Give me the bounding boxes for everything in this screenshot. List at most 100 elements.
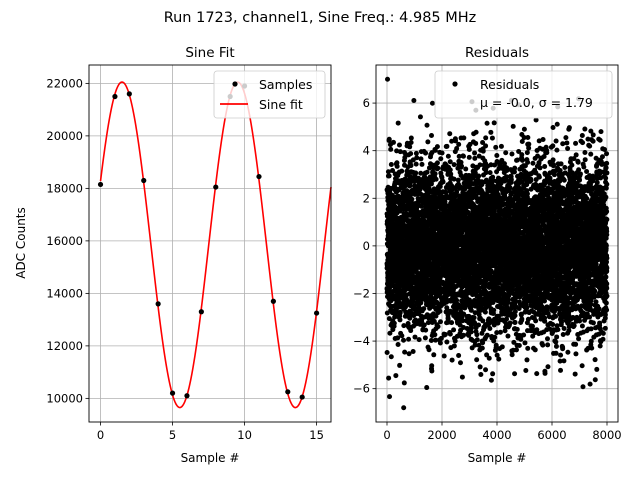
- residual-point: [442, 332, 448, 338]
- residual-point: [388, 354, 394, 360]
- residual-point: [433, 337, 439, 343]
- y-tick-label: 12000: [46, 339, 83, 353]
- residual-point: [449, 357, 455, 363]
- residual-point: [385, 169, 391, 175]
- residual-point: [432, 171, 438, 177]
- residual-point: [421, 306, 427, 312]
- residual-point: [449, 138, 455, 144]
- residual-point: [417, 114, 423, 120]
- residual-point: [384, 310, 390, 316]
- residual-point: [498, 143, 504, 149]
- residual-point: [445, 153, 451, 159]
- sample-point: [141, 177, 147, 184]
- y-tick-label: 10000: [46, 391, 83, 405]
- residual-point: [473, 129, 479, 135]
- sine-fit-samples-layer: [97, 83, 320, 400]
- residual-point: [479, 345, 485, 351]
- residual-point: [497, 329, 503, 335]
- sine-fit-curve-layer: [99, 81, 332, 409]
- sample-point: [184, 393, 190, 399]
- residual-point: [493, 144, 499, 150]
- residual-point: [395, 341, 401, 347]
- residual-point: [491, 120, 497, 126]
- sample-point: [213, 184, 219, 190]
- residual-point: [434, 160, 440, 166]
- residual-point: [397, 309, 403, 315]
- residual-point: [447, 159, 453, 165]
- residual-point: [460, 153, 466, 159]
- residual-point: [478, 372, 484, 377]
- residual-point: [414, 155, 420, 161]
- residual-point: [499, 344, 505, 350]
- residual-point: [519, 316, 525, 322]
- residual-point: [473, 140, 479, 146]
- residual-point: [407, 144, 413, 150]
- residual-point: [513, 347, 519, 353]
- residual-point: [399, 333, 405, 339]
- residual-point: [491, 307, 497, 313]
- sample-point: [270, 298, 276, 304]
- residual-point: [422, 335, 428, 341]
- residual-point: [437, 340, 443, 346]
- residual-point: [429, 100, 435, 106]
- residual-point: [435, 165, 441, 171]
- residual-point: [406, 351, 412, 357]
- sine-fit-axes-frame: [88, 64, 332, 423]
- residual-point: [391, 320, 397, 326]
- residual-point: [505, 297, 511, 303]
- residual-point: [387, 394, 393, 400]
- sine-fit-line: [99, 81, 332, 409]
- residual-point: [423, 150, 429, 156]
- residual-point: [411, 302, 417, 308]
- residual-point: [519, 152, 525, 158]
- residual-point: [393, 373, 399, 379]
- residual-point: [454, 189, 460, 195]
- residual-point: [461, 311, 467, 317]
- x-tick-label: 5: [169, 428, 176, 442]
- residual-point: [510, 123, 516, 129]
- residual-point: [423, 327, 429, 333]
- sample-point: [299, 394, 305, 400]
- sample-point: [97, 181, 104, 188]
- residual-point: [413, 170, 419, 176]
- residual-point: [486, 355, 492, 361]
- residual-point: [408, 135, 414, 141]
- sample-point: [169, 390, 176, 396]
- residual-point: [412, 334, 418, 340]
- residual-point: [475, 177, 481, 183]
- residual-point: [472, 155, 478, 161]
- residual-point: [476, 173, 482, 179]
- residual-point: [388, 162, 394, 168]
- residual-point: [472, 310, 478, 316]
- sample-point: [155, 301, 161, 307]
- residual-point: [418, 170, 424, 176]
- residual-point: [390, 139, 396, 145]
- residual-point: [456, 353, 462, 359]
- residual-point: [512, 371, 518, 377]
- sine-fit-legend-box: [213, 70, 326, 119]
- residual-point: [488, 129, 494, 135]
- residuals-title: Residuals: [465, 45, 529, 61]
- sine-fit-title: Sine Fit: [185, 45, 234, 61]
- residual-point: [411, 97, 417, 103]
- residual-point: [429, 132, 434, 138]
- residual-point: [483, 367, 489, 373]
- residuals-points-layer: [384, 76, 610, 411]
- residual-point: [388, 146, 394, 152]
- residual-point: [459, 163, 465, 169]
- residual-point: [483, 135, 489, 141]
- residual-point: [428, 181, 434, 187]
- residual-point: [480, 148, 486, 154]
- residual-point: [447, 167, 453, 173]
- x-tick-label: 15: [309, 428, 324, 442]
- residual-point: [432, 332, 438, 338]
- residual-point: [454, 297, 460, 303]
- residual-point: [451, 327, 457, 333]
- residual-point: [408, 163, 414, 169]
- residual-point: [425, 139, 431, 145]
- residual-point: [476, 342, 482, 348]
- residual-point: [409, 196, 415, 202]
- sample-point: [112, 93, 118, 100]
- residual-point: [439, 150, 445, 156]
- residual-point: [460, 318, 466, 324]
